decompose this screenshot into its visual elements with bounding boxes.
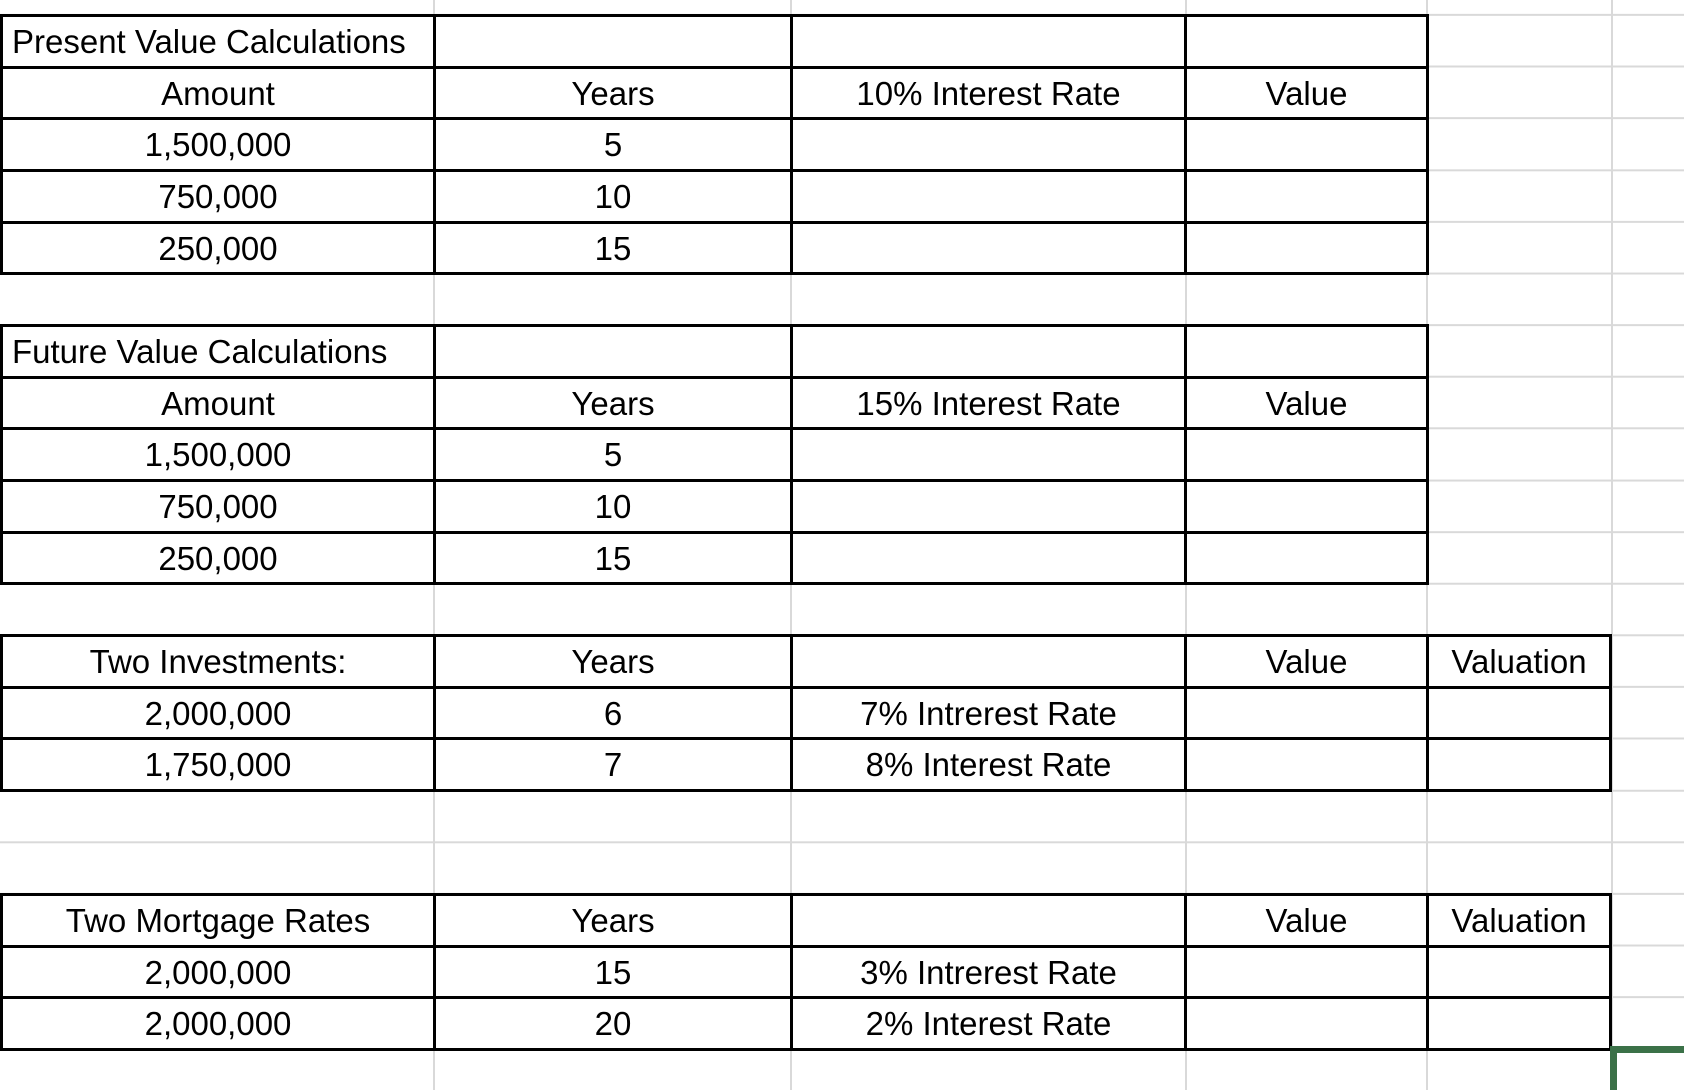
valuation-cell[interactable] xyxy=(1429,999,1612,1052)
rate-cell[interactable] xyxy=(793,533,1187,586)
amount-cell[interactable]: 2,000,000 xyxy=(3,999,436,1052)
rate-cell[interactable]: 3% Intrerest Rate xyxy=(793,947,1187,1000)
empty-cell[interactable] xyxy=(436,17,793,69)
years-cell[interactable]: 20 xyxy=(436,999,793,1052)
value-cell[interactable] xyxy=(1187,482,1429,534)
empty-cell[interactable] xyxy=(793,637,1187,689)
value-cell[interactable] xyxy=(1187,947,1429,1000)
value-cell[interactable] xyxy=(1187,740,1429,793)
column-header-cell[interactable]: Amount xyxy=(3,378,436,431)
column-header-cell[interactable]: Value xyxy=(1187,896,1429,948)
empty-cell[interactable] xyxy=(1187,17,1429,69)
amount-cell[interactable]: 750,000 xyxy=(3,482,436,534)
years-cell[interactable]: 6 xyxy=(436,688,793,741)
column-header-cell[interactable]: Years xyxy=(436,896,793,948)
years-cell[interactable]: 15 xyxy=(436,533,793,586)
rate-cell[interactable] xyxy=(793,482,1187,534)
column-header-cell[interactable]: Years xyxy=(436,378,793,431)
column-header-cell[interactable]: Amount xyxy=(3,68,436,121)
section-title-cell[interactable]: Future Value Calculations xyxy=(3,327,436,379)
empty-cell[interactable] xyxy=(793,327,1187,379)
value-cell[interactable] xyxy=(1187,533,1429,586)
empty-cell[interactable] xyxy=(1187,327,1429,379)
column-header-cell[interactable]: 15% Interest Rate xyxy=(793,378,1187,431)
section-title-cell[interactable]: Present Value Calculations xyxy=(3,17,436,69)
empty-cell[interactable] xyxy=(793,896,1187,948)
column-header-cell[interactable]: Value xyxy=(1187,68,1429,121)
table-two-mortgage-rates: Two Mortgage Rates Years Value Valuation… xyxy=(0,893,1612,1052)
years-cell[interactable]: 5 xyxy=(436,120,793,173)
amount-cell[interactable]: 1,500,000 xyxy=(3,430,436,483)
rate-cell[interactable]: 7% Intrerest Rate xyxy=(793,688,1187,741)
years-cell[interactable]: 15 xyxy=(436,223,793,276)
amount-cell[interactable]: 250,000 xyxy=(3,223,436,276)
column-header-cell[interactable]: 10% Interest Rate xyxy=(793,68,1187,121)
rate-cell[interactable] xyxy=(793,430,1187,483)
years-cell[interactable]: 15 xyxy=(436,947,793,1000)
table-two-investments: Two Investments: Years Value Valuation 2… xyxy=(0,634,1612,793)
valuation-cell[interactable] xyxy=(1429,688,1612,741)
rate-cell[interactable] xyxy=(793,172,1187,224)
valuation-cell[interactable] xyxy=(1429,740,1612,793)
rate-cell[interactable]: 8% Interest Rate xyxy=(793,740,1187,793)
years-cell[interactable]: 10 xyxy=(436,172,793,224)
value-cell[interactable] xyxy=(1187,688,1429,741)
column-header-cell[interactable]: Valuation xyxy=(1429,896,1612,948)
table-present-value-calculations: Present Value Calculations Amount Years … xyxy=(0,14,1429,276)
column-header-cell[interactable]: Value xyxy=(1187,378,1429,431)
years-cell[interactable]: 5 xyxy=(436,430,793,483)
rate-cell[interactable] xyxy=(793,223,1187,276)
years-cell[interactable]: 10 xyxy=(436,482,793,534)
selection-border-top xyxy=(1610,1046,1684,1053)
years-cell[interactable]: 7 xyxy=(436,740,793,793)
amount-cell[interactable]: 1,750,000 xyxy=(3,740,436,793)
amount-cell[interactable]: 2,000,000 xyxy=(3,688,436,741)
amount-cell[interactable]: 250,000 xyxy=(3,533,436,586)
valuation-cell[interactable] xyxy=(1429,947,1612,1000)
table-future-value-calculations: Future Value Calculations Amount Years 1… xyxy=(0,324,1429,586)
column-header-cell[interactable]: Years xyxy=(436,637,793,689)
section-title-cell[interactable]: Two Mortgage Rates xyxy=(3,896,436,948)
value-cell[interactable] xyxy=(1187,223,1429,276)
value-cell[interactable] xyxy=(1187,120,1429,173)
amount-cell[interactable]: 750,000 xyxy=(3,172,436,224)
selection-border-left xyxy=(1610,1046,1617,1090)
amount-cell[interactable]: 2,000,000 xyxy=(3,947,436,1000)
rate-cell[interactable]: 2% Interest Rate xyxy=(793,999,1187,1052)
rate-cell[interactable] xyxy=(793,120,1187,173)
section-title-cell[interactable]: Two Investments: xyxy=(3,637,436,689)
amount-cell[interactable]: 1,500,000 xyxy=(3,120,436,173)
value-cell[interactable] xyxy=(1187,172,1429,224)
column-header-cell[interactable]: Years xyxy=(436,68,793,121)
value-cell[interactable] xyxy=(1187,999,1429,1052)
empty-cell[interactable] xyxy=(436,327,793,379)
value-cell[interactable] xyxy=(1187,430,1429,483)
column-header-cell[interactable]: Value xyxy=(1187,637,1429,689)
empty-cell[interactable] xyxy=(793,17,1187,69)
column-header-cell[interactable]: Valuation xyxy=(1429,637,1612,689)
